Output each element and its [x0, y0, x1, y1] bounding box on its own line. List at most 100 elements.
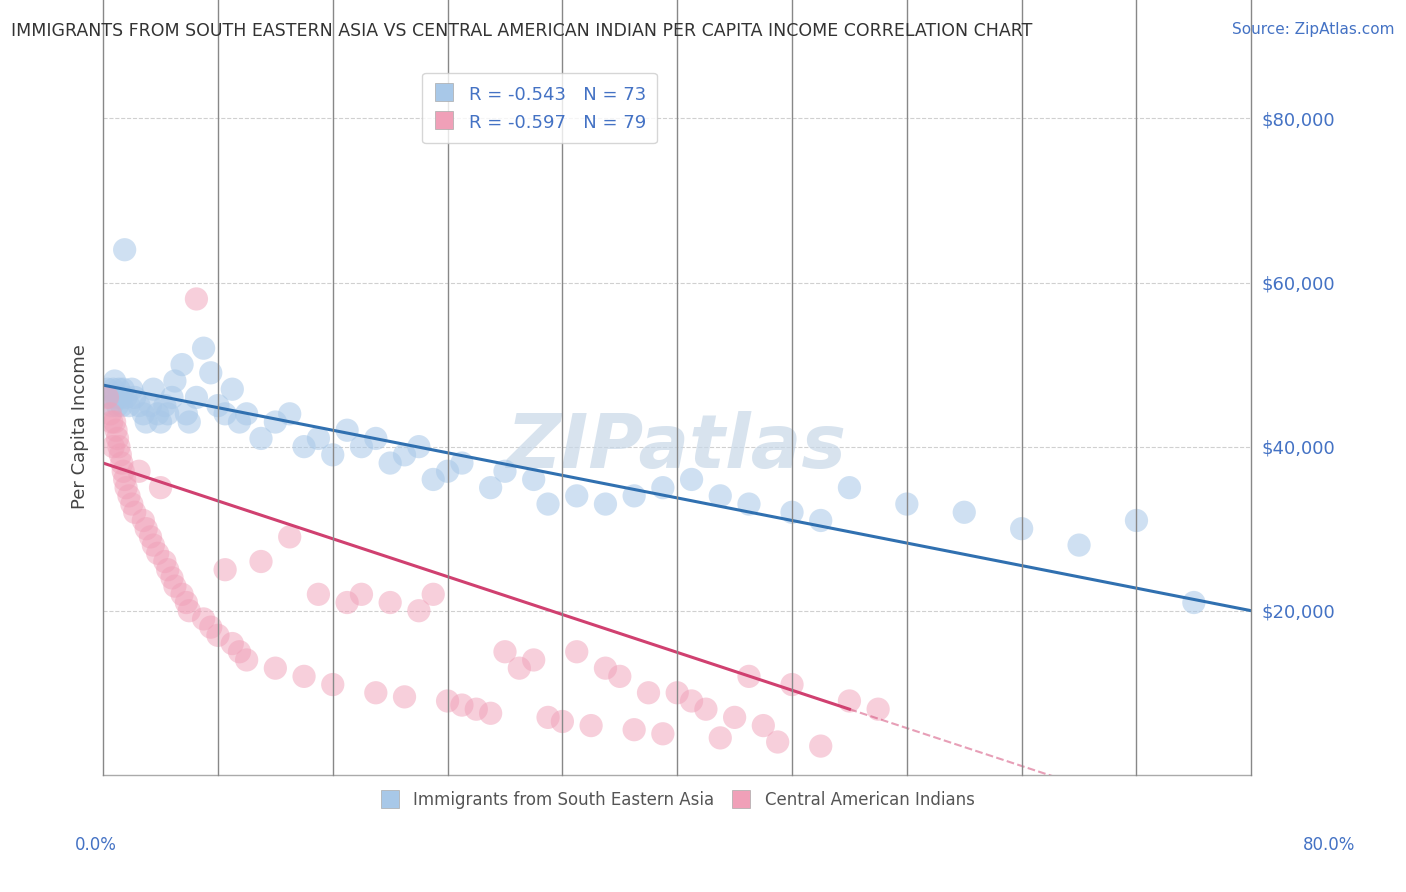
Point [651, 481, 673, 495]
Point [214, 563, 236, 577]
Text: IMMIGRANTS FROM SOUTH EASTERN ASIA VS CENTRAL AMERICAN INDIAN PER CAPITA INCOME : IMMIGRANTS FROM SOUTH EASTERN ASIA VS CE… [11, 22, 1032, 40]
Point [112, 464, 135, 478]
Point [193, 341, 215, 355]
Point [176, 595, 198, 609]
Point [1182, 595, 1205, 609]
Point [104, 374, 127, 388]
Point [523, 473, 546, 487]
Point [322, 677, 344, 691]
Point [752, 718, 775, 732]
Point [142, 382, 165, 396]
Point [115, 481, 138, 495]
Point [153, 399, 176, 413]
Point [108, 440, 131, 454]
Point [896, 497, 918, 511]
Point [666, 686, 689, 700]
Point [278, 530, 301, 544]
Point [651, 727, 673, 741]
Point [221, 382, 243, 396]
Point [132, 407, 155, 421]
Point [838, 694, 860, 708]
Point [170, 358, 193, 372]
Point [451, 456, 474, 470]
Point [595, 497, 617, 511]
Point [537, 497, 560, 511]
Point [436, 694, 458, 708]
Point [465, 702, 488, 716]
Point [292, 669, 315, 683]
Point [115, 391, 138, 405]
Point [307, 587, 329, 601]
Point [494, 464, 516, 478]
Point [537, 710, 560, 724]
Point [637, 686, 659, 700]
Point [221, 636, 243, 650]
Point [139, 399, 162, 413]
Point [422, 473, 444, 487]
Point [179, 415, 201, 429]
Point [235, 653, 257, 667]
Legend: Immigrants from South Eastern Asia, Central American Indians: Immigrants from South Eastern Asia, Cent… [374, 784, 981, 815]
Point [96, 391, 118, 405]
Point [170, 587, 193, 601]
Point [186, 391, 208, 405]
Point [107, 399, 129, 413]
Point [1125, 513, 1147, 527]
Point [595, 661, 617, 675]
Point [780, 505, 803, 519]
Point [228, 415, 250, 429]
Point [207, 399, 229, 413]
Point [838, 481, 860, 495]
Point [100, 415, 122, 429]
Point [112, 382, 135, 396]
Point [121, 382, 143, 396]
Point [738, 497, 761, 511]
Point [394, 448, 416, 462]
Point [810, 513, 832, 527]
Point [364, 432, 387, 446]
Point [107, 432, 129, 446]
Point [408, 440, 430, 454]
Point [193, 612, 215, 626]
Point [142, 538, 165, 552]
Point [738, 669, 761, 683]
Point [132, 513, 155, 527]
Point [380, 595, 402, 609]
Point [160, 391, 183, 405]
Point [250, 432, 273, 446]
Point [124, 505, 146, 519]
Point [163, 374, 186, 388]
Point [250, 554, 273, 568]
Point [307, 432, 329, 446]
Point [98, 391, 121, 405]
Point [322, 448, 344, 462]
Point [100, 399, 122, 413]
Point [128, 399, 150, 413]
Point [780, 677, 803, 691]
Point [121, 497, 143, 511]
Text: 80.0%: 80.0% [1302, 836, 1355, 854]
Point [868, 702, 890, 716]
Point [179, 604, 201, 618]
Point [394, 690, 416, 704]
Point [128, 464, 150, 478]
Point [264, 661, 287, 675]
Point [264, 415, 287, 429]
Point [609, 669, 631, 683]
Point [681, 694, 703, 708]
Point [114, 473, 136, 487]
Point [623, 489, 645, 503]
Point [101, 440, 124, 454]
Point [207, 628, 229, 642]
Point [160, 571, 183, 585]
Point [723, 710, 745, 724]
Point [114, 243, 136, 257]
Point [695, 702, 717, 716]
Point [149, 415, 172, 429]
Point [810, 739, 832, 753]
Point [408, 604, 430, 618]
Point [163, 579, 186, 593]
Point [623, 723, 645, 737]
Point [953, 505, 976, 519]
Point [96, 382, 118, 396]
